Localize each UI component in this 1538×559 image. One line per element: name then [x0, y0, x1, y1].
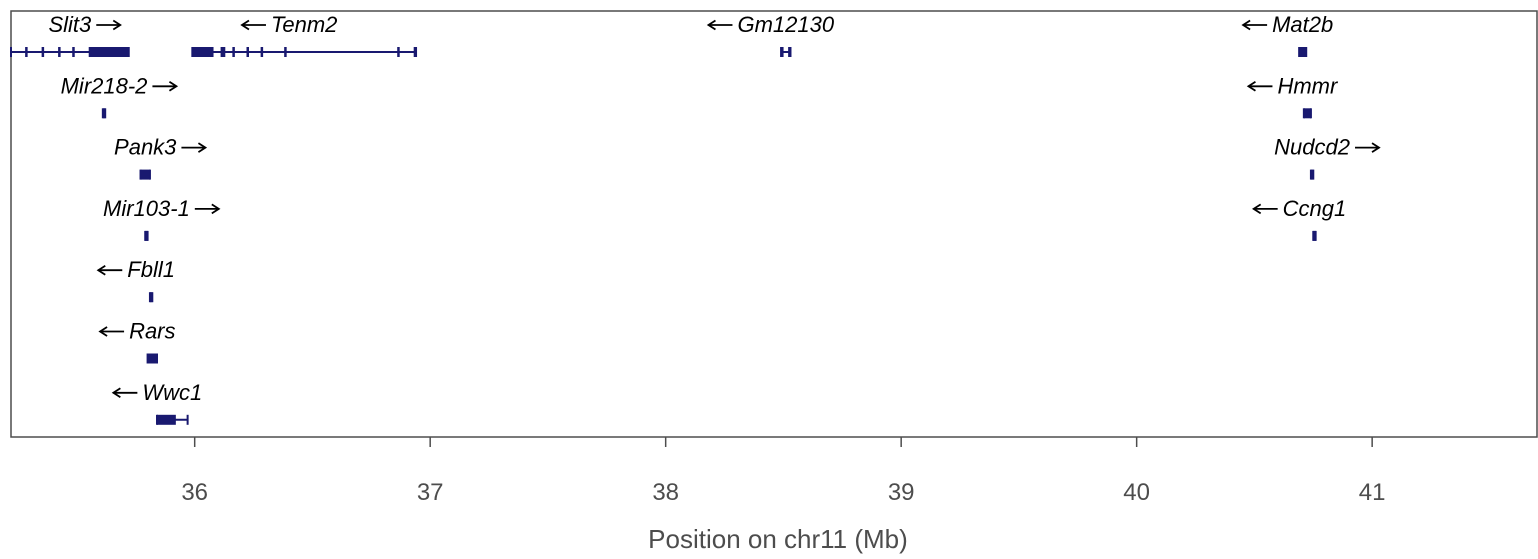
x-axis-title: Position on chr11 (Mb): [648, 524, 908, 554]
gene-label: Ccng1: [1283, 196, 1347, 221]
strand-arrow-right-icon: [96, 19, 122, 31]
gene-hmmr: Hmmr: [1246, 73, 1339, 119]
gene-label: Slit3: [48, 12, 92, 37]
strand-arrow-left-icon: [706, 19, 733, 31]
gene-exon: [1303, 108, 1311, 119]
gene-label: Pank3: [114, 135, 177, 160]
gene-exon: [25, 47, 28, 57]
gene-mat2b: Mat2b: [1241, 12, 1333, 57]
gene-exon: [140, 169, 150, 180]
gene-mir103-1: Mir103-1: [103, 196, 221, 241]
strand-arrow-right-icon: [1355, 142, 1381, 153]
gene-exon: [1313, 230, 1316, 241]
gene-wwc1: Wwc1: [111, 380, 202, 425]
x-tick-label: 39: [888, 479, 915, 506]
gene-exon: [220, 47, 226, 57]
gene-exon: [284, 47, 287, 57]
gene-exon: [192, 47, 214, 57]
gene-label: Gm12130: [737, 12, 834, 37]
x-tick-label: 38: [652, 479, 679, 506]
gene-exon: [246, 47, 249, 57]
gene-label: Hmmr: [1277, 73, 1339, 98]
plot-frame: [10, 10, 1538, 438]
gene-tenm2: Tenm2: [191, 12, 418, 57]
gene-label: Mir218-2: [61, 73, 148, 98]
x-tick-label: 41: [1359, 479, 1386, 506]
gene-exon: [58, 47, 61, 57]
gene-track: Slit3 Tenm2 Gm12130 Mat2b Mir218-2 Hmmr Pank3 N…: [10, 12, 1381, 425]
gene-gm12130: Gm12130: [706, 12, 835, 57]
gene-label: Fbll1: [127, 257, 175, 282]
strand-arrow-left-icon: [1251, 203, 1278, 215]
gene-exon: [147, 353, 158, 364]
strand-arrow-left-icon: [1246, 81, 1273, 92]
gene-exon: [260, 47, 264, 57]
gene-exon: [157, 414, 176, 425]
gene-exon: [1299, 47, 1307, 57]
strand-arrow-left-icon: [240, 19, 266, 31]
gene-exon: [149, 292, 153, 303]
gene-exon: [781, 47, 784, 57]
gene-label: Mir103-1: [103, 196, 190, 221]
gene-fbll1: Fbll1: [96, 257, 175, 303]
gene-exon: [102, 108, 106, 119]
gene-label: Nudcd2: [1274, 135, 1350, 160]
gene-exon: [413, 47, 417, 57]
gene-exon: [145, 230, 148, 241]
gene-label: Mat2b: [1272, 12, 1333, 37]
gene-exon: [72, 47, 75, 57]
gene-label: Wwc1: [142, 380, 202, 405]
strand-arrow-left-icon: [1241, 19, 1268, 31]
strand-arrow-right-icon: [194, 203, 221, 215]
strand-arrow-left-icon: [111, 387, 138, 399]
x-tick-label: 37: [417, 479, 444, 506]
strand-arrow-right-icon: [152, 81, 179, 92]
gene-exon: [232, 47, 235, 57]
gene-mir218-2: Mir218-2: [61, 73, 179, 119]
x-axis: 36 37 38 39 40 41: [181, 437, 1386, 506]
x-tick-label: 40: [1123, 479, 1150, 506]
gene-exon: [1310, 169, 1314, 180]
gene-ccng1: Ccng1: [1251, 196, 1347, 241]
gene-nudcd2: Nudcd2: [1274, 135, 1381, 180]
gene-slit3: Slit3: [10, 12, 130, 57]
gene-exon: [41, 47, 45, 57]
gene-label: Tenm2: [271, 12, 337, 37]
gene-label: Rars: [129, 319, 175, 344]
strand-arrow-left-icon: [98, 326, 125, 337]
gene-exon: [397, 47, 400, 57]
gene-exon: [788, 47, 791, 57]
x-tick-label: 36: [181, 479, 208, 506]
gene-exon: [88, 47, 129, 57]
gene-pank3: Pank3: [114, 135, 208, 180]
strand-arrow-right-icon: [181, 142, 208, 153]
strand-arrow-left-icon: [96, 264, 123, 276]
gene-rars: Rars: [98, 319, 176, 364]
